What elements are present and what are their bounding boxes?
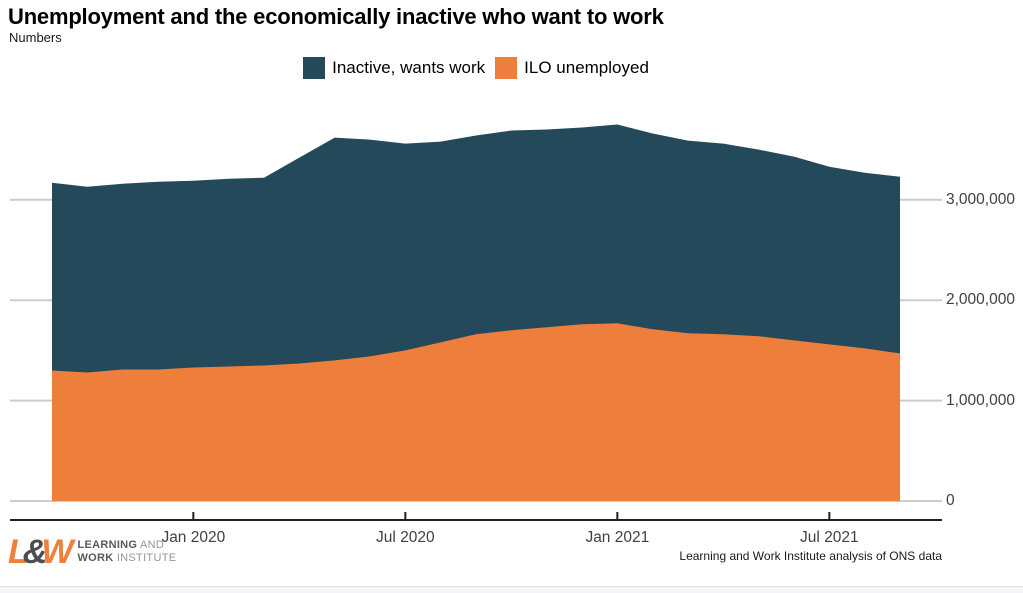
bottom-page-edge — [0, 586, 1023, 593]
chart-title: Unemployment and the economically inacti… — [8, 4, 664, 29]
legend-swatch-inactive — [303, 57, 326, 79]
ampersand-glyph: & — [22, 533, 48, 571]
y-tick-label: 2,000,000 — [946, 291, 1015, 309]
x-tick-label: Jul 2021 — [800, 529, 859, 546]
legend-label-unemployed: ILO unemployed — [524, 58, 649, 77]
legend: Inactive, wants work ILO unemployed — [52, 57, 900, 79]
y-tick-label: 0 — [946, 492, 955, 509]
legend-item-inactive: Inactive, wants work — [303, 57, 485, 79]
legend-item-unemployed: ILO unemployed — [495, 57, 649, 79]
x-tick-label: Jan 2020 — [161, 529, 226, 546]
lw-institute-logo: L&W LEARNING AND WORK INSTITUTE — [8, 534, 176, 570]
y-tick-label: 1,000,000 — [946, 391, 1015, 409]
lw-logo-mark: L&W — [8, 533, 73, 571]
chart-subtitle: Numbers — [9, 30, 62, 45]
area-ilo-unemployed — [52, 323, 900, 501]
legend-swatch-unemployed — [495, 57, 518, 79]
legend-label-inactive: Inactive, wants work — [332, 58, 486, 77]
x-tick-label: Jul 2020 — [376, 529, 435, 546]
lw-logo-text: LEARNING AND WORK INSTITUTE — [77, 538, 177, 565]
y-tick-label: 3,000,000 — [946, 190, 1015, 208]
source-attribution: Learning and Work Institute analysis of … — [679, 549, 942, 563]
x-tick-label: Jan 2021 — [585, 529, 650, 546]
